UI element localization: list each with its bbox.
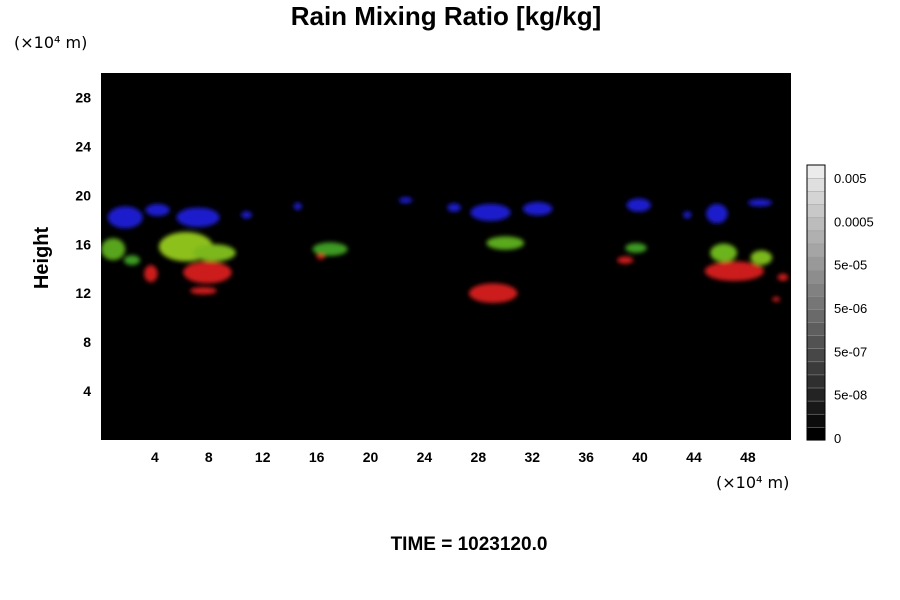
x-tick-label: 32 [524, 449, 540, 465]
colorbar-swatch [806, 426, 826, 441]
y-tick-label: 8 [83, 334, 91, 350]
rain-region-27 [617, 256, 634, 264]
colorbar-label: 5e-06 [834, 301, 867, 316]
x-axis-unit: (×10⁴ m) [716, 473, 789, 492]
y-tick-label: 20 [75, 187, 91, 203]
rain-region-23 [183, 261, 232, 284]
rain-region-9 [626, 198, 651, 212]
rain-region-26 [468, 283, 518, 303]
x-tick-label: 20 [363, 449, 379, 465]
rain-region-14 [123, 255, 141, 266]
rain-region-29 [777, 273, 789, 281]
x-tick-label: 16 [309, 449, 325, 465]
colorbar-labels: 0.005 0.0005 5e-05 5e-06 5e-07 5e-08 0 [834, 171, 874, 446]
colorbar-swatch [806, 282, 826, 297]
colorbar-swatch [806, 400, 826, 415]
colorbar-label: 0.0005 [834, 214, 874, 229]
colorbar-swatch [806, 321, 826, 336]
colorbar-swatch [806, 413, 826, 428]
colorbar-swatch [806, 334, 826, 349]
rain-region-17 [312, 242, 348, 256]
rain-region-10 [683, 211, 692, 219]
colorbar-swatch [806, 348, 826, 363]
x-tick-label: 12 [255, 449, 271, 465]
colorbar-swatch [806, 269, 826, 284]
x-tick-label: 4 [151, 449, 159, 465]
x-tick-label: 24 [417, 449, 433, 465]
rain-regions-layer [101, 197, 789, 303]
colorbar-swatch [806, 230, 826, 245]
colorbar-swatch [806, 243, 826, 258]
y-axis-unit: (×10⁴ m) [14, 33, 87, 52]
x-tick-label: 40 [632, 449, 648, 465]
colorbar-swatch [806, 361, 826, 376]
x-tick-labels: 4 8 12 16 20 24 28 32 36 40 44 48 [151, 449, 756, 465]
rain-region-0 [107, 206, 143, 229]
colorbar-swatch [806, 190, 826, 205]
colorbar-swatch [806, 164, 826, 179]
colorbar-swatch [806, 374, 826, 389]
rain-region-18 [486, 236, 525, 250]
colorbar-swatch [806, 177, 826, 192]
colorbar-swatch [806, 295, 826, 310]
rain-region-11 [706, 203, 728, 224]
x-tick-label: 44 [686, 449, 702, 465]
colorbar-label: 0 [834, 431, 841, 446]
colorbar-swatch [806, 204, 826, 219]
rain-region-12 [747, 199, 773, 207]
rain-region-21 [750, 250, 773, 266]
rain-region-7 [470, 203, 511, 222]
colorbar-swatch [806, 387, 826, 402]
rain-region-25 [316, 253, 325, 260]
colorbar-swatch [806, 217, 826, 232]
x-tick-label: 48 [740, 449, 756, 465]
rain-region-30 [772, 296, 781, 302]
rain-region-24 [189, 287, 217, 295]
rain-region-19 [625, 243, 647, 253]
rain-region-16 [192, 244, 236, 262]
rain-region-5 [398, 197, 413, 204]
rain-region-1 [145, 203, 170, 217]
rain-region-3 [241, 211, 252, 219]
chart-title: Rain Mixing Ratio [kg/kg] [291, 1, 602, 31]
rain-region-22 [144, 265, 158, 283]
x-tick-label: 36 [578, 449, 594, 465]
colorbar-frame [806, 164, 826, 441]
y-tick-label: 24 [75, 138, 91, 154]
y-axis-label: Height [31, 227, 53, 290]
y-tick-labels: 4 8 12 16 20 24 28 [75, 89, 91, 399]
time-label: TIME = 1023120.0 [391, 534, 548, 555]
rain-region-13 [101, 238, 126, 261]
rain-region-20 [710, 243, 738, 263]
x-tick-label: 8 [205, 449, 213, 465]
y-tick-label: 4 [83, 383, 91, 399]
colorbar: 0.005 0.0005 5e-05 5e-06 5e-07 5e-08 0 [806, 164, 874, 446]
y-tick-label: 12 [75, 285, 91, 301]
colorbar-label: 5e-05 [834, 258, 867, 273]
colorbar-swatch [806, 308, 826, 323]
colorbar-label: 5e-07 [834, 344, 867, 359]
rain-region-8 [522, 202, 553, 216]
rain-region-28 [704, 261, 765, 281]
rain-region-4 [293, 202, 302, 211]
y-tick-label: 16 [75, 236, 91, 252]
rain-region-2 [176, 207, 220, 228]
colorbar-label: 5e-08 [834, 388, 867, 403]
colorbar-swatches [806, 164, 826, 441]
rain-region-6 [447, 203, 461, 212]
y-tick-label: 28 [75, 89, 91, 105]
colorbar-label: 0.005 [834, 171, 867, 186]
colorbar-swatch [806, 256, 826, 271]
x-tick-label: 28 [471, 449, 487, 465]
